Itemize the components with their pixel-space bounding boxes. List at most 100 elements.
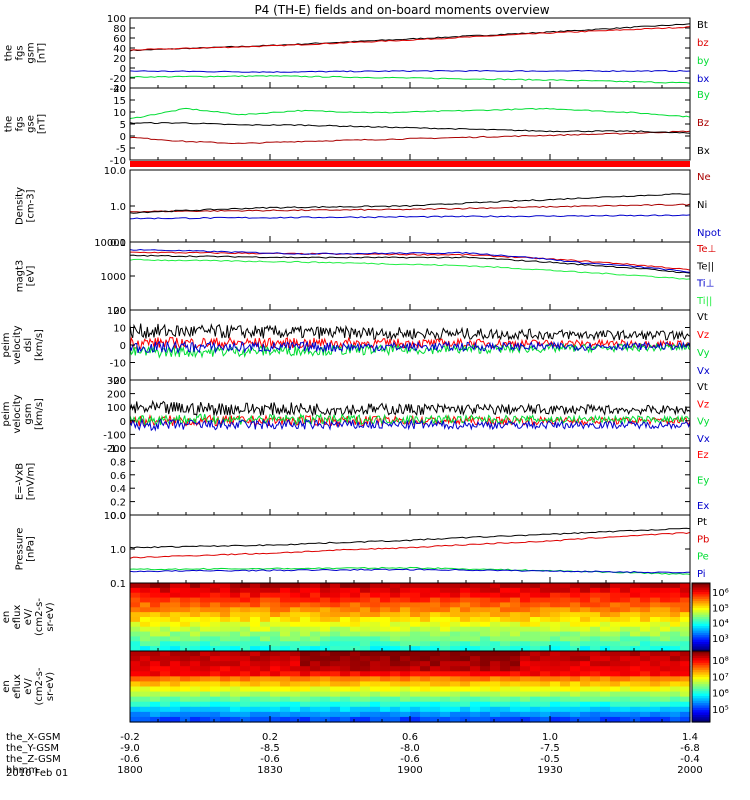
heatmap-cell [610,686,621,693]
heatmap-cell [190,686,201,693]
heatmap-cell [360,636,371,642]
ylabel-line: peir [0,606,1,626]
series-Ni [129,193,691,214]
colorbar-segment [692,717,710,721]
heatmap-cell [260,706,271,713]
heatmap-cell [410,666,421,672]
heatmap-cell [620,666,631,672]
heatmap-cell [190,617,201,623]
legend-Bx: Bx [697,146,710,157]
series-Bt [129,23,691,52]
heatmap-cell [130,681,141,688]
heatmap-cell [570,641,581,647]
heatmap-cell [540,706,551,713]
heatmap-cell [280,631,291,638]
heatmap-cell [460,626,471,633]
colorbar-segment [692,619,710,623]
heatmap-cell [610,612,621,618]
heatmap-cell [310,671,321,677]
heatmap-cell [220,636,231,642]
heatmap-cell [270,583,281,589]
heatmap-cell [570,686,581,693]
heatmap-cell [210,602,221,608]
heatmap-cell [130,686,141,693]
ytick-label: 300 [107,376,126,387]
heatmap-cell [650,656,661,662]
heatmap-cell [420,666,431,672]
heatmap-cell [320,631,331,638]
heatmap-cell [470,597,481,604]
heatmap-cell [300,607,311,613]
heatmap-cell [210,626,221,633]
heatmap-cell [670,646,681,652]
ytick-label: 100 [107,306,126,317]
heatmap-cell [150,636,161,642]
heatmap-cell [290,686,301,693]
heatmap-cell [500,671,511,677]
heatmap-cell [630,651,641,657]
heatmap-cell [360,626,371,633]
heatmap-cell [360,631,371,638]
heatmap-cell [640,716,651,723]
legend-Pb: Pb [697,534,709,545]
heatmap-cell [270,646,281,652]
heatmap-cell [650,597,661,604]
heatmap-cell [200,666,211,672]
heatmap-cell [530,617,541,623]
heatmap-cell [250,661,261,667]
heatmap-cell [610,661,621,667]
panel-frame [129,447,691,516]
heatmap-cell [420,661,431,667]
heatmap-cell [500,617,511,623]
heatmap-cell [350,602,361,608]
colorbar-segment [692,714,710,718]
heatmap-cell [170,587,181,594]
heatmap-cell [420,671,431,677]
heatmap-cell [400,681,411,688]
heatmap-cell [380,602,391,608]
heatmap-cell [520,646,531,652]
heatmap-cell [340,583,351,589]
heatmap-cell [580,671,591,677]
heatmap-cell [580,646,591,652]
heatmap-cell [610,602,621,608]
heatmap-cell [570,602,581,608]
heatmap-cell [530,716,541,723]
heatmap-cell [240,597,251,604]
heatmap-cell [190,701,201,708]
heatmap-cell [470,651,481,657]
heatmap-cell [130,631,141,638]
heatmap-cell [270,656,281,662]
series-Bz [129,130,691,145]
heatmap-cell [670,696,681,703]
heatmap-cell [560,597,571,604]
heatmap-cell [580,621,591,628]
heatmap-cell [280,602,291,608]
heatmap-cell [630,666,641,672]
heatmap-cell [640,612,651,618]
heatmap-cell [170,651,181,657]
heatmap-cell [380,621,391,628]
heatmap-cell [180,681,191,688]
heatmap-cell [170,612,181,618]
heatmap-cell [310,666,321,672]
heatmap-cell [590,666,601,672]
heatmap-cell [620,612,631,618]
colorbar-segment [692,632,710,636]
heatmap-cell [540,607,551,613]
heatmap-cell [670,706,681,713]
heatmap-cell [500,583,511,589]
heatmap-cell [310,602,321,608]
heatmap-cell [320,661,331,667]
heatmap-cell [580,686,591,693]
heatmap-cell [250,651,261,657]
colorbar-segment [692,612,710,616]
heatmap-cell [470,676,481,683]
heatmap-cell [360,696,371,703]
heatmap-cell [560,666,571,672]
ylabel-line: peer [0,674,1,698]
heatmap-cell [230,696,241,703]
heatmap-cell [180,691,191,698]
heatmap-cell [620,716,631,723]
